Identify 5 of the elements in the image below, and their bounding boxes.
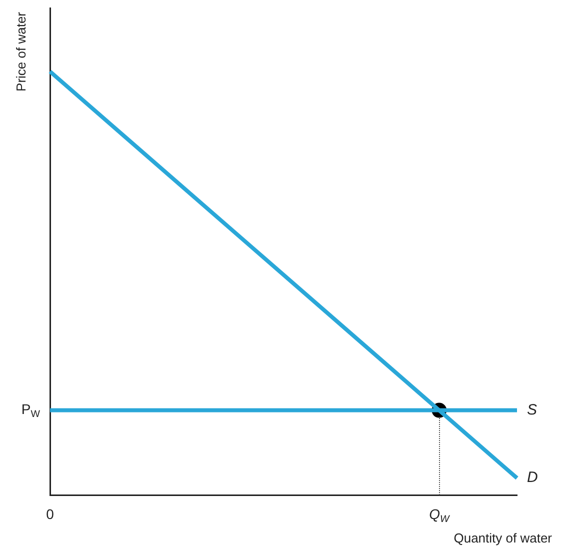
x-axis-title: Quantity of water	[454, 530, 553, 546]
y-axis-title: Price of water	[14, 11, 29, 92]
series-label: S	[527, 401, 538, 418]
series-label: D	[527, 469, 538, 486]
x-tick-label: 0	[46, 506, 54, 522]
